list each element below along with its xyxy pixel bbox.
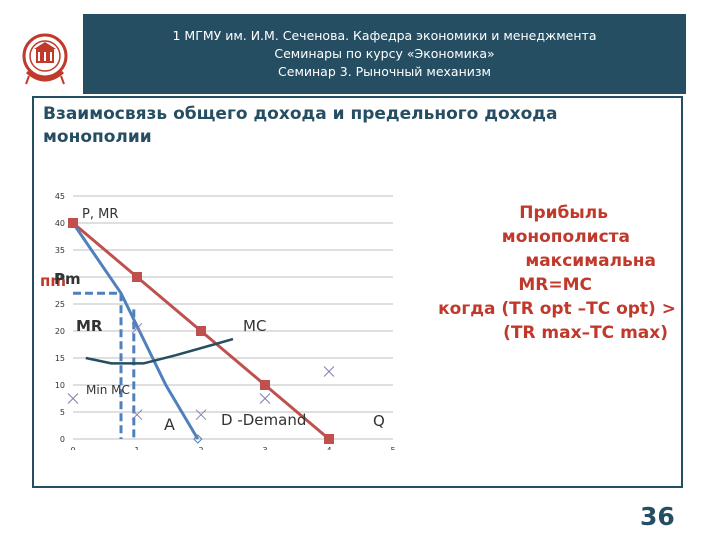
label-demand: D -Demand (221, 411, 306, 429)
y-tick-label: 15 (55, 354, 65, 363)
cost-marker (259, 393, 271, 404)
y-tick-label: 5 (60, 408, 65, 417)
chart-tick-labels: 051015202530354045012345 (55, 192, 396, 450)
profit-line-4: MR=MC (518, 275, 592, 295)
pm-dashed-guide (73, 291, 123, 439)
y-tick-label: 30 (55, 273, 65, 282)
mc-curve (85, 337, 234, 365)
profit-line-3: максимальна (525, 251, 656, 271)
label-q: Q (373, 412, 385, 430)
page-number: 36 (640, 502, 675, 531)
chart-markers (67, 218, 335, 444)
label-mc: MC (243, 317, 266, 335)
demand-point (132, 272, 142, 282)
x-tick-label: 2 (198, 446, 203, 450)
header-line-3: Семинар 3. Рыночный механизм (278, 64, 491, 79)
y-tick-label: 25 (55, 300, 65, 309)
demand-point (260, 380, 270, 390)
cost-marker (131, 409, 143, 421)
label-a: A (164, 415, 175, 434)
y-tick-label: 40 (55, 219, 65, 228)
slide-title: Взаимосвязь общего дохода и предельного … (43, 103, 643, 149)
profit-line-5: когда (TR opt –TC opt) > (438, 299, 676, 319)
slide-title-line-2: монополии (43, 127, 152, 147)
x-tick-label: 4 (326, 446, 331, 450)
x-tick-label: 5 (390, 446, 395, 450)
label-min-mc: Min MC (86, 383, 130, 397)
profit-line-6: (TR max–TC max) (503, 323, 668, 343)
profit-line-1: Прибыль (519, 203, 608, 223)
revenue-chart: 051015202530354045012345 P, MR пm Pm MR … (40, 192, 396, 450)
y-tick-label: 45 (55, 192, 65, 201)
cost-marker (131, 322, 143, 334)
label-p-mr: P, MR (82, 207, 118, 222)
y-tick-label: 20 (55, 327, 65, 336)
content-frame (32, 96, 683, 488)
header-line-2: Семинары по курсу «Экономика» (274, 46, 495, 61)
university-logo-icon (22, 33, 68, 85)
header-text: 1 МГМУ им. И.М. Сеченова. Кафедра эконом… (83, 27, 686, 81)
cost-marker (195, 409, 207, 421)
label-pm: Pm (54, 270, 81, 288)
label-mr: MR (76, 317, 103, 335)
y-tick-label: 35 (55, 246, 65, 255)
chart-labels: P, MR пm Pm MR MC Min MC A D -Demand Q (40, 207, 385, 434)
chart-guides (73, 291, 136, 439)
cost-marker (323, 366, 335, 377)
label-pm-shadow: пm (40, 272, 66, 290)
cost-marker (67, 393, 79, 404)
slide-title-line-1: Взаимосвязь общего дохода и предельного … (43, 104, 558, 124)
y-tick-label: 10 (55, 381, 65, 390)
header-line-1: 1 МГМУ им. И.М. Сеченова. Кафедра эконом… (172, 28, 597, 43)
x-tick-label: 0 (70, 446, 75, 450)
profit-note: Прибыль монополиста максимальна MR=MC ко… (420, 201, 676, 345)
mr-series-line (71, 222, 200, 440)
x-tick-label: 3 (262, 446, 267, 450)
demand-point (68, 218, 78, 228)
x-tick-label: 1 (134, 446, 139, 450)
header-banner: 1 МГМУ им. И.М. Сеченова. Кафедра эконом… (83, 14, 686, 94)
y-tick-label: 0 (60, 435, 65, 444)
profit-line-2: монополиста (501, 227, 630, 247)
demand-point (324, 434, 334, 444)
mr-end-point (193, 434, 203, 444)
demand-point (196, 326, 206, 336)
